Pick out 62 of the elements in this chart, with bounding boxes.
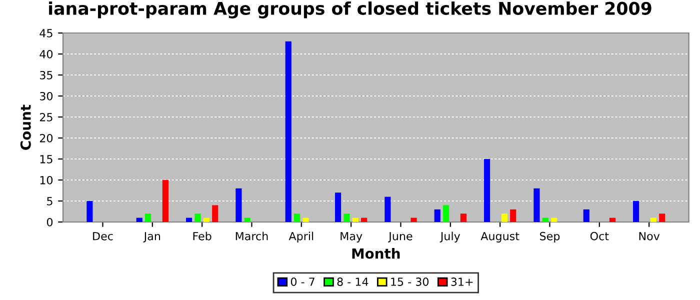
y-tick-label: 15: [40, 155, 52, 164]
bar: [460, 214, 466, 222]
bar: [484, 159, 490, 222]
y-tick-label: 35: [40, 70, 52, 80]
bar: [162, 180, 168, 222]
y-tick-label: 45: [40, 29, 52, 38]
x-tick-label: April: [288, 232, 314, 242]
chart-title: iana-prot-param Age groups of closed tickets November 2009: [49, 2, 652, 18]
y-tick-label: 30: [40, 92, 53, 100]
y-tick-label: 25: [40, 112, 52, 122]
bar: [236, 188, 242, 222]
bar: [609, 218, 616, 222]
x-tick-label: May: [340, 232, 362, 242]
y-tick-label: 10: [40, 176, 53, 184]
x-tick-label: March: [236, 232, 268, 240]
bar: [244, 218, 250, 222]
bar: [384, 196, 391, 222]
bar: [302, 218, 309, 222]
x-tick-label: July: [440, 232, 460, 242]
bar: [583, 209, 590, 222]
y-tick-label: 0: [46, 218, 53, 226]
bar: [212, 205, 218, 222]
x-tick-label: Dec: [93, 232, 113, 240]
x-tick-label: Nov: [639, 232, 660, 240]
y-axis-title: Count: [20, 104, 31, 150]
legend-label: 0 - 7: [290, 278, 314, 286]
bar: [534, 188, 540, 222]
bar: [551, 218, 558, 222]
bar: [410, 218, 417, 222]
y-tick-label: 20: [40, 134, 53, 142]
x-tick-label: August: [480, 232, 520, 242]
bar: [186, 218, 192, 222]
legend-label: 15 - 30: [391, 278, 429, 286]
legend-label: 8 - 14: [337, 278, 368, 286]
x-tick-label: June: [388, 232, 412, 242]
bar: [334, 192, 342, 222]
bar: [86, 201, 93, 222]
bar: [434, 209, 440, 222]
bar: [650, 218, 656, 222]
bar: [632, 201, 640, 222]
x-axis-title: Month: [352, 248, 400, 259]
bar: [285, 41, 292, 222]
bar: [136, 218, 142, 222]
bar: [542, 218, 548, 222]
bar: [294, 214, 300, 222]
legend-label: 31+: [451, 278, 473, 286]
x-tick-label: Sep: [540, 232, 560, 242]
bar: [194, 214, 201, 222]
bar: [510, 209, 516, 222]
x-tick-label: Oct: [590, 232, 609, 240]
bar: [203, 218, 210, 222]
x-tick-label: Jan: [143, 232, 160, 242]
y-tick-label: 5: [47, 197, 52, 206]
bar: [352, 218, 358, 222]
bar: [361, 218, 368, 222]
bar: [501, 214, 508, 222]
bar: [145, 214, 152, 222]
bar: [659, 214, 666, 222]
bar: [443, 205, 450, 222]
bar: [344, 214, 350, 222]
y-tick-label: 40: [40, 50, 53, 58]
x-tick-label: Feb: [193, 232, 212, 240]
